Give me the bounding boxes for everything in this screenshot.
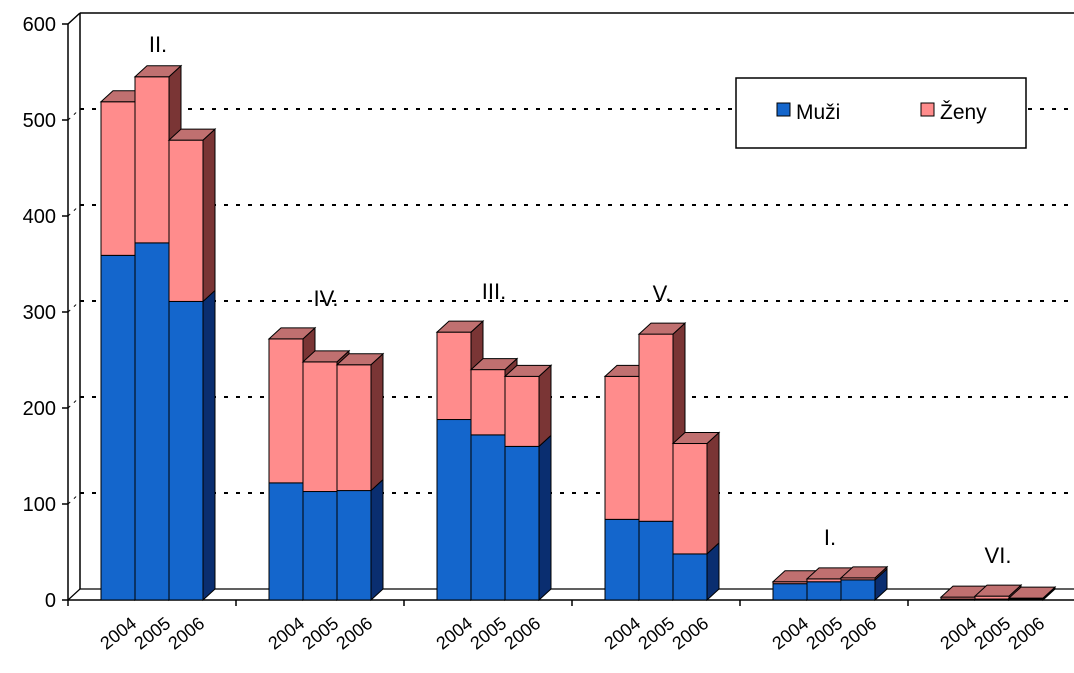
bar-muzi [840, 579, 876, 601]
legend-swatch-muzi [776, 102, 791, 117]
group-label: IV. [314, 286, 339, 311]
bar-muzi [100, 254, 136, 601]
x-year-label: 2005 [634, 613, 678, 653]
group-label: III. [482, 279, 506, 304]
bar-side-zeny [202, 128, 216, 303]
legend-swatch-zeny [920, 102, 935, 117]
side-wall-top-edge [67, 12, 81, 25]
bar-top [973, 584, 1023, 597]
bar-top [839, 566, 889, 579]
bar-top [671, 432, 721, 445]
bar-zeny [672, 443, 708, 555]
bar-side-muzi [202, 289, 216, 602]
bar-muzi [336, 490, 372, 601]
bar-zeny [134, 76, 170, 244]
bar-top [435, 320, 485, 333]
gridline-side [67, 300, 81, 313]
bar-zeny [268, 338, 304, 484]
bar-muzi [268, 482, 304, 601]
bar-zeny [336, 364, 372, 492]
x-year-label: 2006 [332, 613, 376, 653]
group-label: II. [149, 32, 167, 57]
bar-muzi [302, 491, 338, 601]
legend: Muži Ženy [735, 77, 1027, 149]
x-year-label: 2004 [768, 613, 812, 653]
gridline-side [67, 108, 81, 121]
x-year-label: 2004 [96, 613, 140, 653]
y-tick-label: 300 [23, 302, 56, 324]
x-year-label: 2005 [466, 613, 510, 653]
group-label: VI. [985, 543, 1012, 568]
bar-muzi [436, 419, 472, 601]
bar-zeny [504, 375, 540, 447]
x-year-label: 2006 [836, 613, 880, 653]
bar-top [301, 350, 351, 363]
bar-top [503, 364, 553, 377]
bar-top [167, 128, 217, 141]
y-tick-label: 600 [23, 14, 56, 36]
bar-side-muzi [370, 478, 384, 602]
group-label: I. [824, 525, 836, 550]
x-year-label: 2004 [600, 613, 644, 653]
x-year-label: 2004 [936, 613, 980, 653]
bar-muzi [772, 583, 808, 601]
gridline-side [67, 396, 81, 409]
bar-zeny [100, 101, 136, 256]
legend-label-zeny: Ženy [940, 101, 987, 124]
bar-zeny [168, 139, 204, 302]
y-tick-label: 200 [23, 398, 56, 420]
floor-left-edge [67, 588, 81, 601]
x-year-label: 2005 [802, 613, 846, 653]
bar-zeny [436, 331, 472, 421]
x-year-label: 2004 [264, 613, 308, 653]
x-year-label: 2005 [298, 613, 342, 653]
bar-muzi [134, 242, 170, 601]
bar-top [267, 327, 317, 340]
y-tick-label: 0 [45, 590, 56, 612]
bar-zeny [604, 375, 640, 520]
x-year-label: 2005 [130, 613, 174, 653]
bar-side-muzi [538, 434, 552, 602]
bar-zeny [470, 369, 506, 436]
bar-zeny [638, 333, 674, 522]
y-tick-label: 100 [23, 494, 56, 516]
gridlines [67, 108, 1074, 505]
bar-muzi [638, 520, 674, 601]
gridline-side [67, 204, 81, 217]
bar-top [1007, 586, 1057, 599]
x-year-label: 2006 [164, 613, 208, 653]
bar-side-zeny [538, 364, 552, 448]
bar-top [335, 353, 385, 366]
x-year-label: 2006 [500, 613, 544, 653]
x-year-label: 2005 [970, 613, 1014, 653]
bar-muzi [470, 434, 506, 601]
bars [99, 64, 1057, 602]
bar-side-zeny [370, 352, 384, 492]
bar-muzi [604, 518, 640, 601]
axes: 0 100 200 300 400 500 600 [23, 14, 1074, 612]
x-year-label: 2004 [432, 613, 476, 653]
bar-muzi [672, 553, 708, 601]
legend-label-muzi: Muži [796, 101, 840, 124]
bar-top [469, 358, 519, 371]
y-tick-label: 400 [23, 206, 56, 228]
gridline-side [67, 492, 81, 505]
x-year-label: 2006 [668, 613, 712, 653]
bar-muzi [806, 581, 842, 601]
bar-top [133, 65, 183, 78]
bar-zeny [302, 361, 338, 493]
bar-side-zeny [706, 431, 720, 556]
bar-muzi [168, 300, 204, 601]
group-label: V. [653, 281, 672, 306]
bar-top [637, 322, 687, 335]
x-year-label: 2006 [1004, 613, 1048, 653]
y-tick-label: 500 [23, 110, 56, 132]
bar-muzi [504, 445, 540, 601]
